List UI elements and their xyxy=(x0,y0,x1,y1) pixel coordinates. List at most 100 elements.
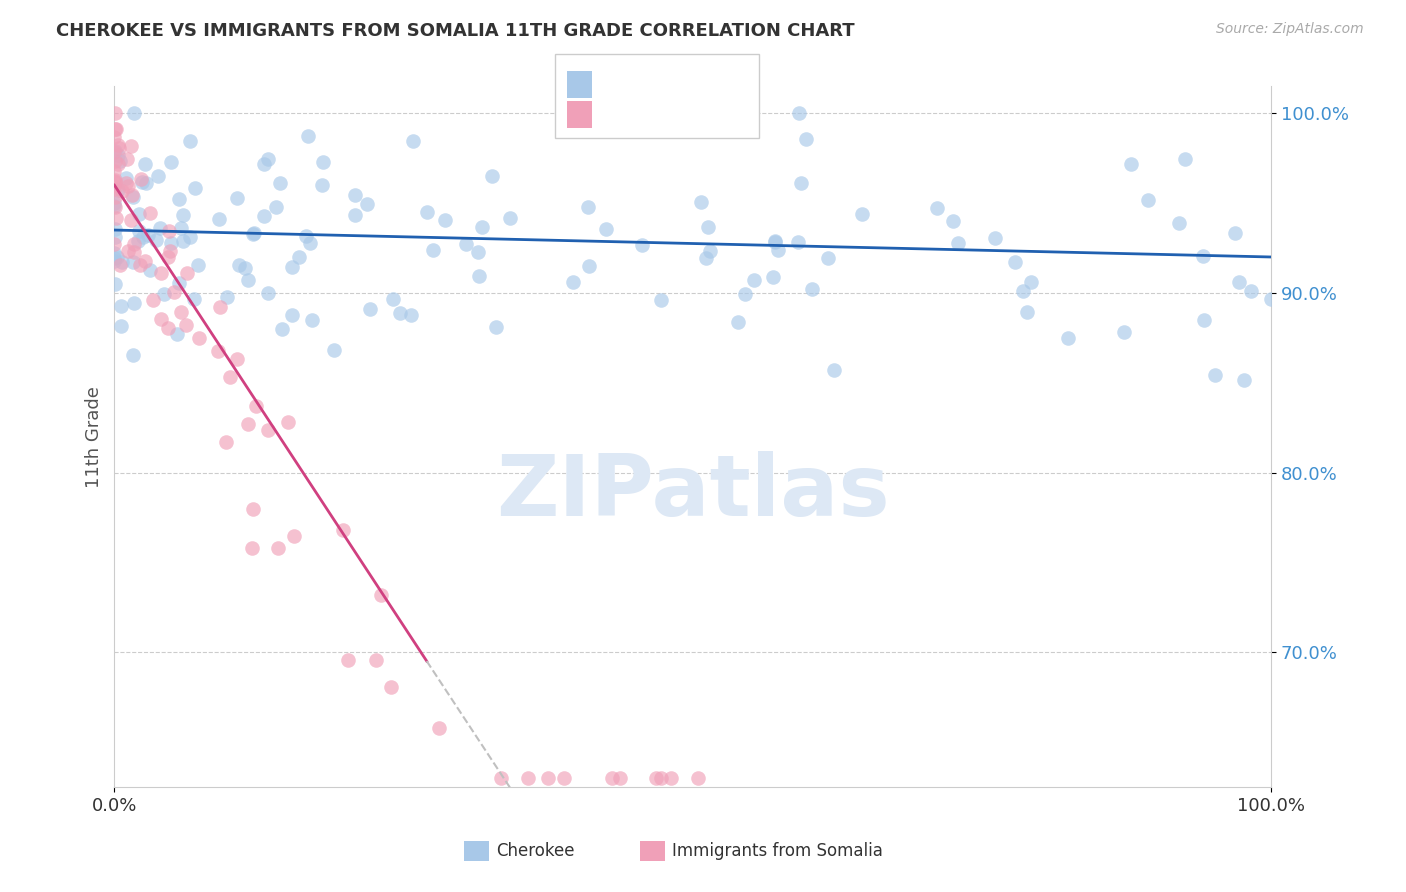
Text: CHEROKEE VS IMMIGRANTS FROM SOMALIA 11TH GRADE CORRELATION CHART: CHEROKEE VS IMMIGRANTS FROM SOMALIA 11TH… xyxy=(56,22,855,40)
Point xyxy=(149,312,172,326)
Point xyxy=(215,434,238,449)
Point xyxy=(467,244,489,259)
Point xyxy=(686,771,709,785)
Point xyxy=(359,301,381,316)
Point xyxy=(111,255,134,269)
Point xyxy=(104,211,127,226)
Point xyxy=(225,352,247,367)
Point xyxy=(162,285,184,299)
Point xyxy=(156,250,179,264)
Point xyxy=(298,235,321,250)
Point xyxy=(174,318,197,332)
Point xyxy=(576,200,599,214)
Point xyxy=(103,253,125,268)
Point xyxy=(104,222,127,236)
Point xyxy=(107,141,129,155)
Point xyxy=(1260,293,1282,307)
Point xyxy=(103,153,125,168)
Point xyxy=(283,529,305,543)
Point xyxy=(103,163,125,178)
Point xyxy=(107,148,129,162)
Point xyxy=(103,179,125,194)
Point xyxy=(1012,284,1035,298)
Point xyxy=(659,771,682,785)
Point xyxy=(128,224,150,238)
Point xyxy=(242,501,264,516)
Point xyxy=(121,255,143,269)
Point xyxy=(381,292,404,306)
Point xyxy=(343,187,366,202)
Point xyxy=(256,423,278,437)
Point xyxy=(491,771,513,785)
Point xyxy=(253,209,276,223)
Point xyxy=(499,211,522,226)
Point xyxy=(149,266,172,280)
Point xyxy=(121,348,143,362)
Point xyxy=(159,244,181,258)
Point xyxy=(146,169,169,183)
Point xyxy=(851,207,873,221)
Point xyxy=(103,199,125,213)
Point xyxy=(312,155,335,169)
Point xyxy=(115,176,138,190)
Point xyxy=(104,145,127,159)
Text: 138: 138 xyxy=(716,70,751,88)
Point xyxy=(129,258,152,272)
Point xyxy=(207,343,229,358)
Point xyxy=(166,326,188,341)
Point xyxy=(257,152,280,166)
Point xyxy=(790,176,813,190)
Point xyxy=(242,227,264,242)
Point xyxy=(301,313,323,327)
Point xyxy=(787,235,810,249)
Point xyxy=(107,184,129,198)
Point xyxy=(117,153,139,167)
Point xyxy=(727,315,749,329)
Point xyxy=(122,245,145,260)
Point xyxy=(103,145,125,159)
Point xyxy=(294,229,316,244)
Point xyxy=(1015,305,1038,319)
Text: Cherokee: Cherokee xyxy=(496,842,575,860)
Point xyxy=(105,121,128,136)
Point xyxy=(427,721,450,735)
Point xyxy=(122,237,145,252)
Point xyxy=(399,308,422,322)
Point xyxy=(104,106,127,120)
Point xyxy=(297,128,319,143)
Point xyxy=(600,771,623,785)
Point xyxy=(1223,227,1246,241)
Point xyxy=(553,771,575,785)
Point xyxy=(159,155,181,169)
Point xyxy=(149,220,172,235)
Point xyxy=(946,236,969,251)
Point xyxy=(280,308,302,322)
Point xyxy=(595,222,617,236)
Point xyxy=(1174,152,1197,166)
Point xyxy=(104,173,127,187)
Point xyxy=(578,260,600,274)
Point xyxy=(236,417,259,431)
Text: R =: R = xyxy=(600,100,637,118)
Point xyxy=(127,234,149,248)
Point xyxy=(172,208,194,222)
Point xyxy=(111,184,134,198)
Point xyxy=(131,175,153,189)
Point xyxy=(366,653,388,667)
Point xyxy=(242,226,264,240)
Point xyxy=(104,190,127,204)
Point xyxy=(336,653,359,667)
Point xyxy=(110,318,132,333)
Point xyxy=(1121,157,1143,171)
Point xyxy=(696,220,718,235)
Point xyxy=(104,122,127,136)
Point xyxy=(311,178,333,192)
Point xyxy=(117,178,139,193)
Point xyxy=(332,523,354,537)
Point xyxy=(422,243,444,257)
Point xyxy=(121,188,143,202)
Point xyxy=(1204,368,1226,382)
Text: R =: R = xyxy=(600,70,637,88)
Point xyxy=(183,292,205,306)
Text: N =: N = xyxy=(683,70,731,88)
